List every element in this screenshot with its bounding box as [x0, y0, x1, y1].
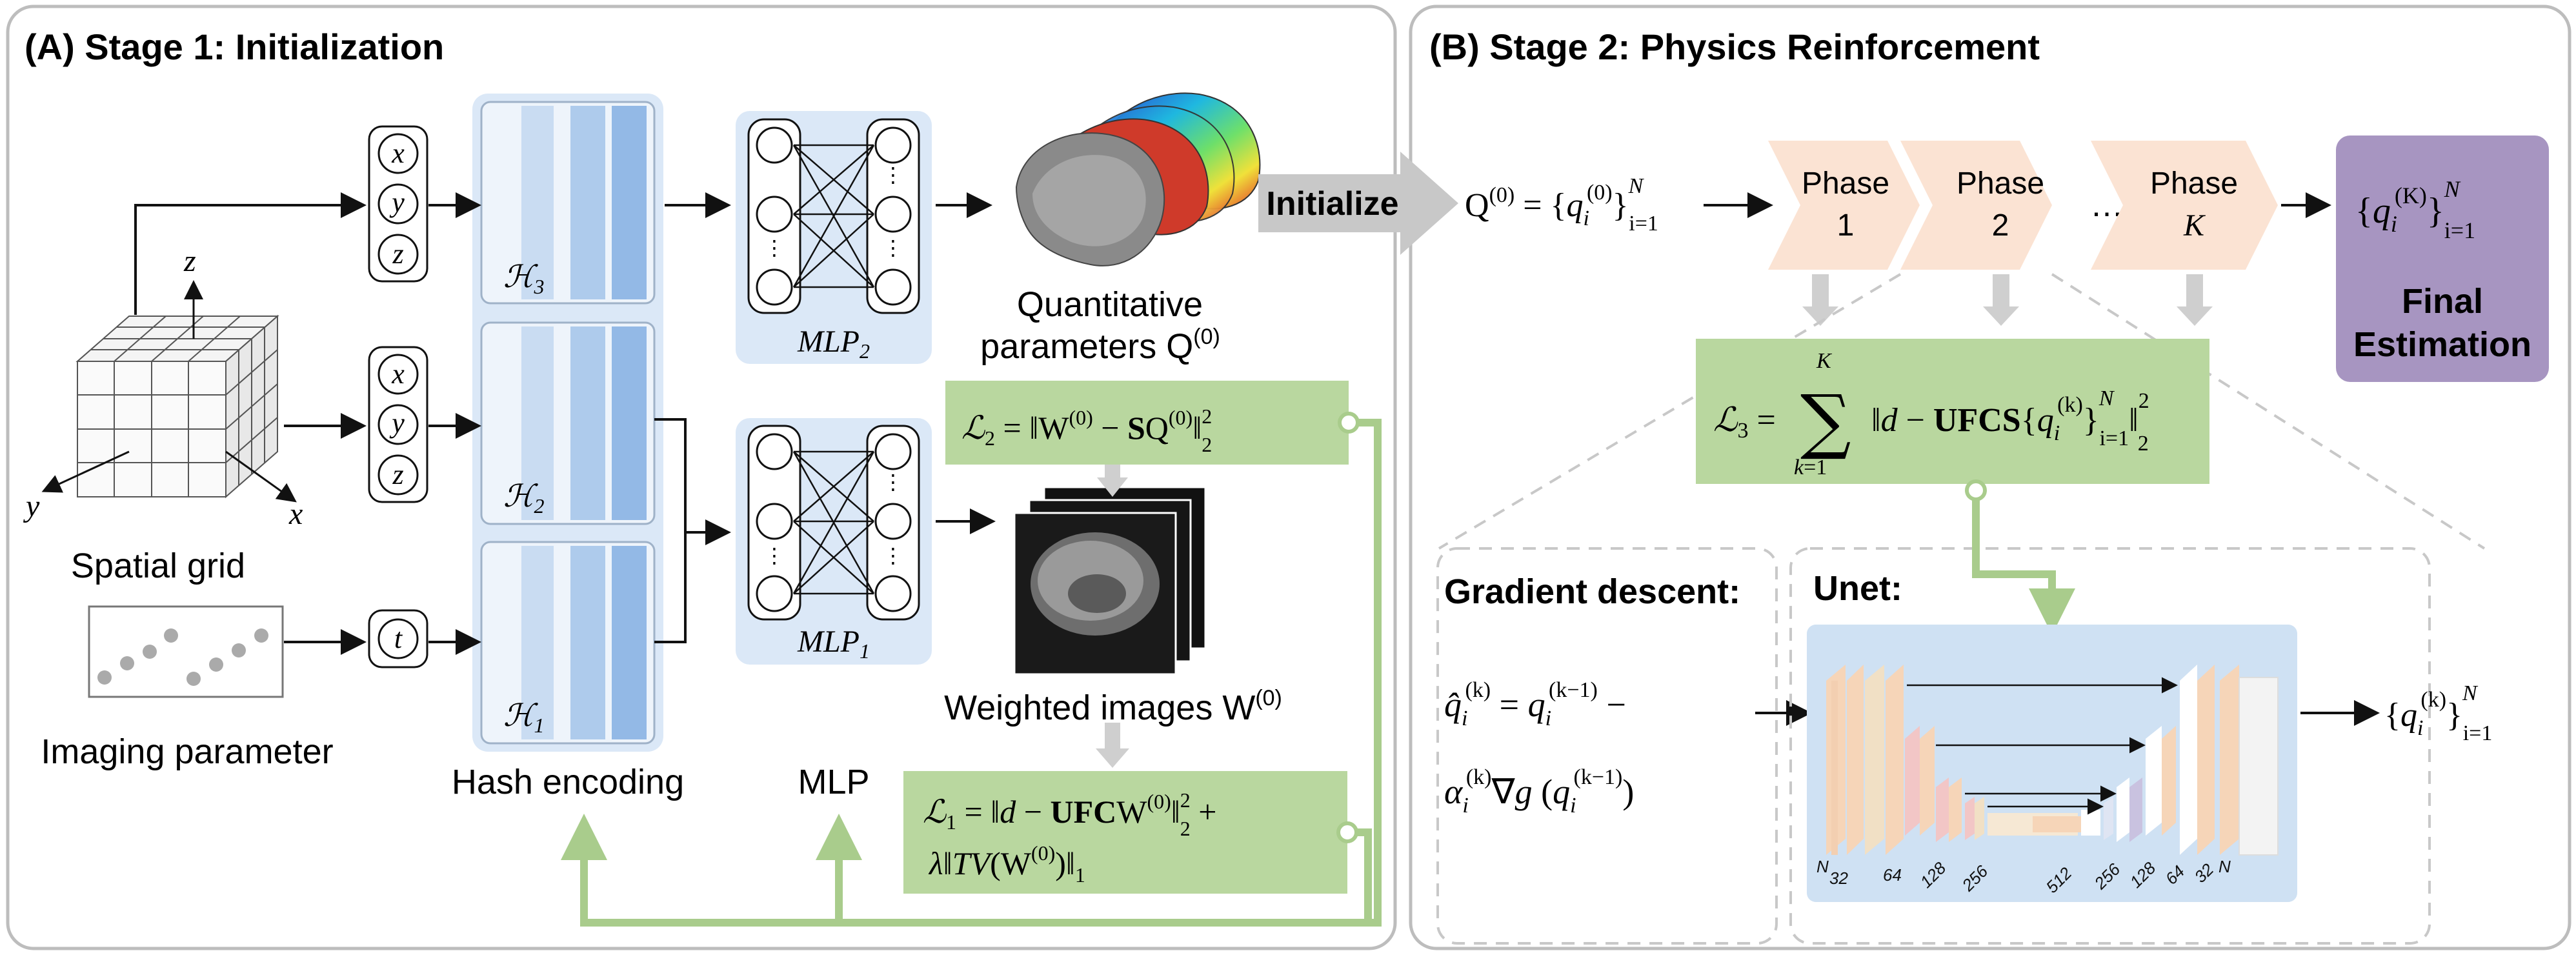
unet-box	[1789, 547, 2431, 945]
grey-arrow-lower	[1096, 723, 1129, 768]
svg-text:Initialize: Initialize	[1266, 185, 1398, 223]
weighted-label: Weighted images W(0)	[944, 686, 1282, 727]
stage2-title: (B) Stage 2: Physics Reinforcement	[1429, 26, 2040, 67]
grey-arrows-phases	[1802, 274, 2213, 326]
phase-2-chevron: Phase 2	[1900, 141, 2052, 270]
svg-text:z: z	[392, 459, 403, 490]
final-estimation-box: {qi(K)}N i=1 Final Estimation	[2336, 135, 2549, 382]
loss3-box: ℒ3 = K ∑ k=1 ‖d − UFCS{qi(k)}N i=1‖2 2	[1696, 339, 2209, 484]
imaging-parameter-label: Imaging parameter	[41, 732, 333, 771]
unet-title: Unet:	[1813, 569, 1902, 608]
y-axis-label: y	[23, 489, 40, 523]
mlp2-network: ⋮ ⋮ ⋮ MLP2	[736, 111, 932, 364]
svg-text:Phase: Phase	[1957, 166, 2044, 201]
svg-text:⋮: ⋮	[883, 544, 903, 567]
svg-text:1: 1	[1837, 208, 1855, 243]
svg-text:⋮: ⋮	[883, 163, 903, 186]
x-axis-label: x	[288, 497, 303, 531]
unet-diagram-bg	[1807, 625, 2297, 902]
svg-text:2: 2	[1992, 208, 2009, 243]
loss2-connector-dot	[1338, 412, 1360, 434]
svg-text:y: y	[389, 186, 405, 218]
loss1-connector-dot	[1336, 821, 1358, 843]
svg-text:y: y	[389, 407, 405, 439]
mlp1-label: MLP1	[797, 625, 870, 663]
svg-text:λ‖TV(W(0))‖1: λ‖TV(W(0))‖1	[928, 841, 1085, 887]
quantitative-maps-image	[1015, 92, 1261, 266]
spatial-grid-label: Spatial grid	[71, 547, 245, 585]
svg-text:K: K	[1816, 349, 1833, 373]
hash-block-3: ℋ3	[480, 101, 656, 305]
loss2-box: ℒ2 = ‖W(0) − SQ(0)‖2 2	[945, 381, 1349, 465]
svg-text:N: N	[2219, 857, 2231, 876]
initialize-arrow: Initialize	[1258, 152, 1458, 255]
svg-text:ℒ2 = ‖W(0) − SQ(0)‖22: ℒ2 = ‖W(0) − SQ(0)‖2 2	[961, 405, 1212, 456]
svg-text:x: x	[391, 137, 405, 169]
unet-skip-arrows	[1907, 677, 2178, 815]
quant-label-line1: Quantitative	[1017, 285, 1203, 324]
svg-text:⋮: ⋮	[764, 544, 785, 567]
svg-text:⋮: ⋮	[883, 470, 903, 494]
mlp2-label: MLP2	[797, 325, 870, 363]
y-axis	[41, 450, 130, 493]
svg-text:Final: Final	[2402, 282, 2483, 321]
spatial-grid-cube	[75, 314, 279, 499]
input-xyz-mid: x y z	[368, 346, 428, 503]
loss3-connector-dot	[1965, 479, 1987, 501]
green-connector-l3-unet	[1972, 490, 2075, 635]
svg-text:x: x	[391, 358, 405, 390]
phase-k-chevron: Phase K	[2091, 141, 2278, 270]
weighted-images-stack	[1013, 486, 1207, 676]
svg-text:∑: ∑	[1800, 379, 1851, 462]
quant-label-line2: parameters Q(0)	[980, 325, 1220, 366]
gradient-line2: αi(k)∇g (qi(k−1))	[1444, 765, 1634, 818]
svg-text:64: 64	[1883, 865, 1902, 885]
mlp-label: MLP	[798, 763, 869, 801]
green-feedback-lines	[561, 419, 1382, 927]
zoom-dashed-lines	[1438, 273, 2486, 550]
svg-text:k=1: k=1	[1794, 456, 1827, 479]
hash-block-2: ℋ2	[480, 321, 656, 525]
svg-text:t: t	[394, 623, 403, 654]
svg-text:Phase: Phase	[2150, 166, 2238, 201]
svg-text:Phase: Phase	[1802, 166, 1889, 201]
svg-text:ℒ3 =: ℒ3 =	[1713, 402, 1776, 443]
gradient-descent-box	[1436, 547, 1778, 945]
gradient-line1: q̂i(k) = qi(k−1) −	[1444, 678, 1626, 730]
gradient-descent-title: Gradient descent:	[1444, 572, 1740, 611]
x-axis	[225, 450, 297, 503]
imaging-parameter-plot	[88, 605, 284, 698]
svg-text:⋮: ⋮	[883, 236, 903, 259]
unet-blocks	[1826, 665, 2279, 856]
mlp1-network: ⋮ ⋮ ⋮ MLP1	[736, 418, 932, 665]
svg-text:32: 32	[1829, 868, 1848, 888]
svg-text:ℒ1 = ‖d − UFCW(0)‖22 +: ℒ1 = ‖d − UFCW(0)‖2 2 +	[923, 788, 1217, 840]
input-t: t	[368, 609, 428, 668]
svg-text:K: K	[2183, 208, 2206, 243]
svg-text:z: z	[392, 238, 403, 270]
svg-text:Estimation: Estimation	[2353, 325, 2531, 364]
stage1-title: (A) Stage 1: Initialization	[25, 26, 444, 67]
connector-hash1	[654, 532, 687, 643]
loss1-box: ℒ1 = ‖d − UFCW(0)‖2 2 + λ‖TV(W(0))‖1	[903, 771, 1347, 894]
z-axis-label: z	[183, 244, 196, 278]
svg-text:N: N	[1816, 857, 1829, 876]
arrow-grid-to-top	[134, 192, 367, 315]
svg-text:⋮: ⋮	[764, 236, 785, 259]
connector-hash2	[654, 418, 687, 532]
input-xyz-top: x y z	[368, 125, 428, 283]
hash-block-1: ℋ1	[480, 541, 656, 745]
hash-encoding-label: Hash encoding	[452, 763, 684, 801]
phase-1-chevron: Phase 1	[1768, 141, 1920, 270]
